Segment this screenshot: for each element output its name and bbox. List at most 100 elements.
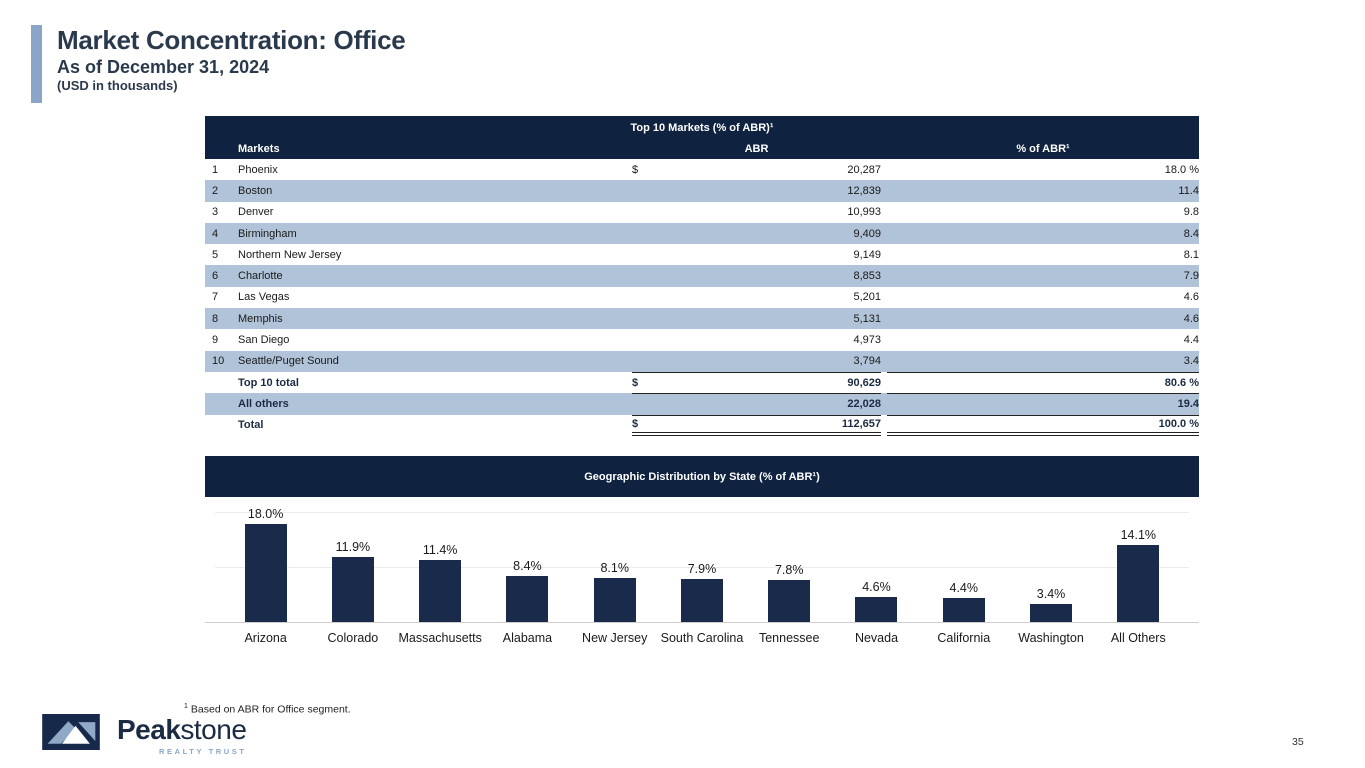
bar-category-label: Nevada <box>854 631 899 645</box>
chart-gridline <box>215 512 1189 513</box>
row-abr-value: 9,149 <box>853 248 881 261</box>
row-abr-value: 9,409 <box>853 227 881 240</box>
row-market: All others <box>238 397 289 410</box>
row-abr-value: 4,973 <box>853 334 881 347</box>
page-subtitle: As of December 31, 2024 <box>57 56 270 77</box>
chart-gridline <box>215 566 1189 568</box>
bar <box>244 523 287 622</box>
row-abr-segment: 5,201 <box>632 287 881 308</box>
row-abr-segment: 4,973 <box>632 329 881 350</box>
table-row: 1 Phoenix $20,287 18.0 % <box>205 159 1199 180</box>
bar <box>1117 545 1160 622</box>
row-pct-value: 9.8 <box>1183 206 1199 219</box>
bar <box>419 559 462 622</box>
table-row: All others 22,028 19.4 <box>205 393 1199 415</box>
row-rank <box>205 393 238 414</box>
row-rank: 9 <box>212 334 219 347</box>
row-abr-segment: 9,409 <box>632 223 881 244</box>
row-abr-value: 5,201 <box>853 291 881 304</box>
row-dollar-sign: $ <box>632 377 639 390</box>
row-pct-value: 19.4 <box>887 393 1199 414</box>
table-row: 10 Seattle/Puget Sound 3,794 3.4 <box>205 350 1199 372</box>
bar-value-label: 3.4% <box>1036 586 1066 601</box>
logo-brand-bold: Peak <box>117 714 181 745</box>
row-pct-value: 4.4 <box>1183 334 1199 347</box>
row-abr-value: 22,028 <box>847 398 881 411</box>
bar-value-label: 7.8% <box>774 562 804 577</box>
row-rank: 3 <box>212 206 219 219</box>
row-market: Las Vegas <box>238 291 290 304</box>
bar-group: 11.4% <box>397 543 484 622</box>
row-pct-value: 8.4 <box>1183 227 1199 240</box>
bar <box>331 557 374 622</box>
bar-group: 14.1% <box>1095 528 1182 622</box>
row-abr-segment: 9,149 <box>632 244 881 265</box>
row-abr-segment: 22,028 <box>632 393 881 414</box>
row-rank: 5 <box>212 248 219 261</box>
bar-category-label: Washington <box>1018 631 1084 645</box>
bar-value-label: 8.4% <box>513 559 542 574</box>
row-pct-value: 80.6 % <box>887 371 1199 393</box>
geographic-distribution-chart: Geographic Distribution by State (% of A… <box>205 456 1199 646</box>
bar <box>506 576 549 622</box>
bar-category-label: Massachusetts <box>398 631 482 645</box>
row-market: Memphis <box>238 312 283 325</box>
mountain-logo-icon <box>42 714 100 750</box>
bar-value-label: 7.9% <box>687 561 717 576</box>
title-accent-bar <box>31 25 42 103</box>
row-rank: 2 <box>212 184 219 197</box>
row-dollar-sign: $ <box>632 163 639 176</box>
bar-category-label: Colorado <box>327 631 379 645</box>
bar-category-label: Arizona <box>244 631 287 645</box>
table-row: 3 Denver 10,993 9.8 <box>205 202 1199 223</box>
row-pct-value: 18.0 % <box>1164 163 1199 176</box>
bar-group: 4.4% <box>920 581 1007 622</box>
row-market: Denver <box>238 206 274 219</box>
bar <box>1030 603 1073 622</box>
row-abr-segment: $20,287 <box>632 159 881 180</box>
row-market: Boston <box>238 184 273 197</box>
markets-column-header: Markets <box>238 143 280 155</box>
chart-plot: 18.0% 11.9% 11.4% 8.4% 8.1% 7.9% 7.8% 4.6% 4.4% 3… <box>205 497 1199 623</box>
table-row: Total $112,657 100.0 % <box>205 414 1199 436</box>
row-abr-segment: 10,993 <box>632 202 881 223</box>
bar <box>855 596 898 622</box>
row-rank: 1 <box>212 163 219 176</box>
row-market: Charlotte <box>238 270 283 283</box>
bar <box>680 578 723 622</box>
row-market: San Diego <box>238 334 290 347</box>
logo-tagline: REALTY TRUST <box>159 747 247 756</box>
bar-value-label: 4.4% <box>949 581 979 595</box>
logo-wordmark: Peakstone REALTY TRUST <box>117 714 247 757</box>
row-abr-segment: 5,131 <box>632 308 881 329</box>
table-row: Top 10 total $90,629 80.6 % <box>205 371 1199 393</box>
row-pct-value: 7.9 <box>1183 270 1199 283</box>
bar-group: 8.1% <box>571 561 658 622</box>
row-pct-value: 4.6 <box>1183 312 1199 325</box>
row-pct-value: 4.6 <box>1183 291 1199 304</box>
row-abr-value: 112,657 <box>841 417 881 430</box>
chart-category-labels: Arizona Colorado Massachusetts Alabama New J… <box>205 630 1199 646</box>
table-row: 8 Memphis 5,131 4.6 <box>205 308 1199 330</box>
table-row: 6 Charlotte 8,853 7.9 <box>205 265 1199 287</box>
chart-title: Geographic Distribution by State (% of A… <box>205 456 1199 497</box>
bar-value-label: 14.1% <box>1120 528 1157 543</box>
bar-category-label: Tennessee <box>758 631 820 645</box>
bar-group: 11.9% <box>309 540 396 622</box>
row-market: Seattle/Puget Sound <box>238 355 339 368</box>
title-block: Market Concentration: Office As of Decem… <box>57 26 406 94</box>
row-market: Northern New Jersey <box>238 248 342 261</box>
row-abr-value: 3,794 <box>853 355 881 368</box>
bar-value-label: 8.1% <box>600 560 629 575</box>
pct-column-header: % of ABR¹ <box>1016 143 1070 155</box>
footnote-superscript: 1 <box>184 703 188 710</box>
table-row: 5 Northern New Jersey 9,149 8.1 <box>205 244 1199 265</box>
footnote: 1 Based on ABR for Office segment. <box>184 703 351 716</box>
footnote-text: Based on ABR for Office segment. <box>190 703 351 716</box>
page-units: (USD in thousands) <box>57 78 178 94</box>
bar-group: 3.4% <box>1007 586 1094 622</box>
row-abr-value: 20,287 <box>847 163 881 176</box>
row-rank: 6 <box>212 270 219 283</box>
row-abr-value: 10,993 <box>847 206 881 219</box>
row-rank <box>205 415 238 436</box>
